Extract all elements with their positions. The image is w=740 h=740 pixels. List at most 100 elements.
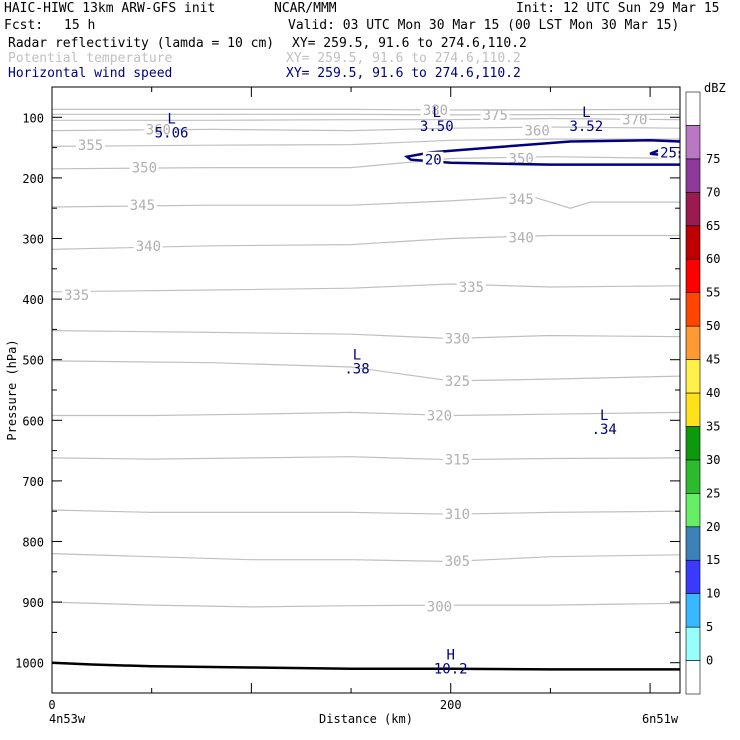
colorbar-level: 15 — [706, 553, 720, 567]
model-title: HAIC-HIWC 13km ARW-GFS init — [4, 1, 216, 16]
colorbar-swatch — [685, 325, 701, 360]
theta-label-335: 335 — [459, 280, 484, 296]
plot-background — [52, 87, 680, 693]
colorbar-swatch — [685, 526, 701, 561]
marker-value: 10.2 — [434, 662, 468, 678]
marker-L: L — [582, 105, 590, 121]
colorbar-swatch — [685, 626, 701, 661]
field-wind-name: Horizontal wind speed — [8, 66, 173, 81]
theta-label-bg — [129, 159, 159, 175]
theta-label-bg — [480, 106, 510, 122]
y-tick-label: 1000 — [15, 657, 44, 671]
init-time: Init: 12 UTC Sun 29 Mar 15 — [516, 1, 720, 16]
x-right-endpoint: 6n51w — [642, 712, 679, 726]
colorbar-level: 5 — [706, 620, 713, 634]
theta-label-bg — [442, 451, 472, 467]
theta-label-330: 330 — [445, 331, 470, 347]
marker-L: L — [167, 111, 175, 127]
axes: 100 200 300 400 500 600 700 800 900 1000 0 200 4n53w… — [5, 86, 681, 726]
theta-contour-375 — [52, 113, 680, 116]
theta-label-340: 340 — [136, 239, 161, 255]
wind-label-25: 25 — [660, 145, 677, 161]
theta-contour-350 — [52, 156, 680, 170]
y-tick-label: 700 — [22, 475, 44, 489]
colorbar-swatch — [685, 192, 701, 227]
theta-label-bg — [127, 197, 157, 213]
theta-contour-340 — [52, 234, 680, 250]
marker-value: 3.50 — [420, 119, 454, 135]
colorbar-level: 10 — [706, 587, 720, 601]
colorbar: 0 5 10 15 20 25 30 35 40 45 50 55 60 65 70 75 dBZ — [685, 81, 726, 695]
y-tick-label: 100 — [22, 111, 44, 125]
y-tick-label: 400 — [22, 293, 44, 307]
forecast-hour: 15 h — [64, 18, 96, 33]
theta-label-345: 345 — [130, 198, 155, 214]
y-tick-label: 600 — [22, 414, 44, 428]
theta-label-bg — [143, 121, 173, 137]
theta-contour-335 — [52, 283, 680, 293]
colorbar-swatch — [685, 593, 701, 628]
colorbar-swatch — [685, 225, 701, 260]
colorbar-level: 0 — [706, 654, 713, 668]
field-theta-xy: XY= 259.5, 91.6 to 274.6,110.2 — [286, 51, 521, 66]
colorbar-unit: dBZ — [704, 81, 726, 95]
theta-label-bg — [420, 102, 450, 118]
colorbar-level: 20 — [706, 520, 720, 534]
marker-value: .34 — [592, 422, 617, 438]
forecast-label: Fcst: — [4, 18, 44, 33]
marker-value: .38 — [344, 362, 369, 378]
colorbar-level: 75 — [706, 152, 720, 166]
surface-line — [52, 661, 680, 671]
wind-contour-20 — [403, 139, 680, 166]
theta-label-300: 300 — [427, 599, 452, 615]
theta-label-bg — [442, 372, 472, 388]
x-axis-label: Distance (km) — [319, 712, 413, 726]
theta-label-bg — [61, 286, 91, 302]
marker-value: 5.06 — [155, 125, 189, 141]
theta-label-355: 355 — [78, 138, 103, 154]
theta-label-345: 345 — [509, 192, 534, 208]
wind-contours: 20 25 — [403, 139, 680, 169]
theta-label-bg — [456, 278, 486, 294]
x-tick-label: 200 — [440, 698, 462, 712]
theta-label-bg — [424, 407, 454, 423]
theta-label-360: 360 — [146, 122, 171, 138]
colorbar-level: 60 — [706, 252, 720, 266]
theta-contour-345 — [52, 195, 680, 209]
colorbar-swatch — [685, 258, 701, 293]
y-axis-label: Pressure (hPa) — [5, 339, 19, 440]
theta-contour-330 — [52, 330, 680, 340]
theta-label-375: 375 — [483, 108, 508, 124]
field-reflectivity-name: Radar reflectivity (lamda = 10 cm) — [8, 36, 275, 51]
x-left-endpoint: 4n53w — [49, 712, 86, 726]
theta-contour-300 — [52, 601, 680, 608]
colorbar-level: 55 — [706, 286, 720, 300]
theta-label-bg — [506, 150, 536, 166]
marker-L: L — [433, 105, 441, 121]
y-tick-label: 500 — [22, 354, 44, 368]
y-tick-label: 300 — [22, 233, 44, 247]
theta-label-315: 315 — [445, 453, 470, 469]
colorbar-swatch — [685, 392, 701, 427]
colorbar-swatch — [685, 125, 701, 160]
colorbar-level: 70 — [706, 185, 720, 199]
colorbar-swatch — [685, 292, 701, 327]
theta-label-360: 360 — [524, 124, 549, 140]
marker-H: H — [447, 648, 455, 664]
theta-contour-310 — [52, 509, 680, 515]
theta-contour-360 — [52, 126, 680, 132]
terrain-surface — [52, 661, 680, 671]
theta-contour-325 — [52, 360, 680, 382]
colorbar-level: 65 — [706, 219, 720, 233]
colorbar-level: 50 — [706, 319, 720, 333]
theta-label-bg — [133, 237, 163, 253]
theta-label-370: 370 — [622, 113, 647, 129]
theta-label-bg — [75, 137, 105, 153]
field-theta-name: Potential temperature — [8, 51, 173, 66]
marker-L: L — [353, 348, 361, 364]
wind-label-20: 20 — [425, 153, 442, 169]
theta-label-bg — [442, 506, 472, 522]
theta-label-310: 310 — [445, 507, 470, 523]
wind-label-bg — [422, 151, 444, 167]
